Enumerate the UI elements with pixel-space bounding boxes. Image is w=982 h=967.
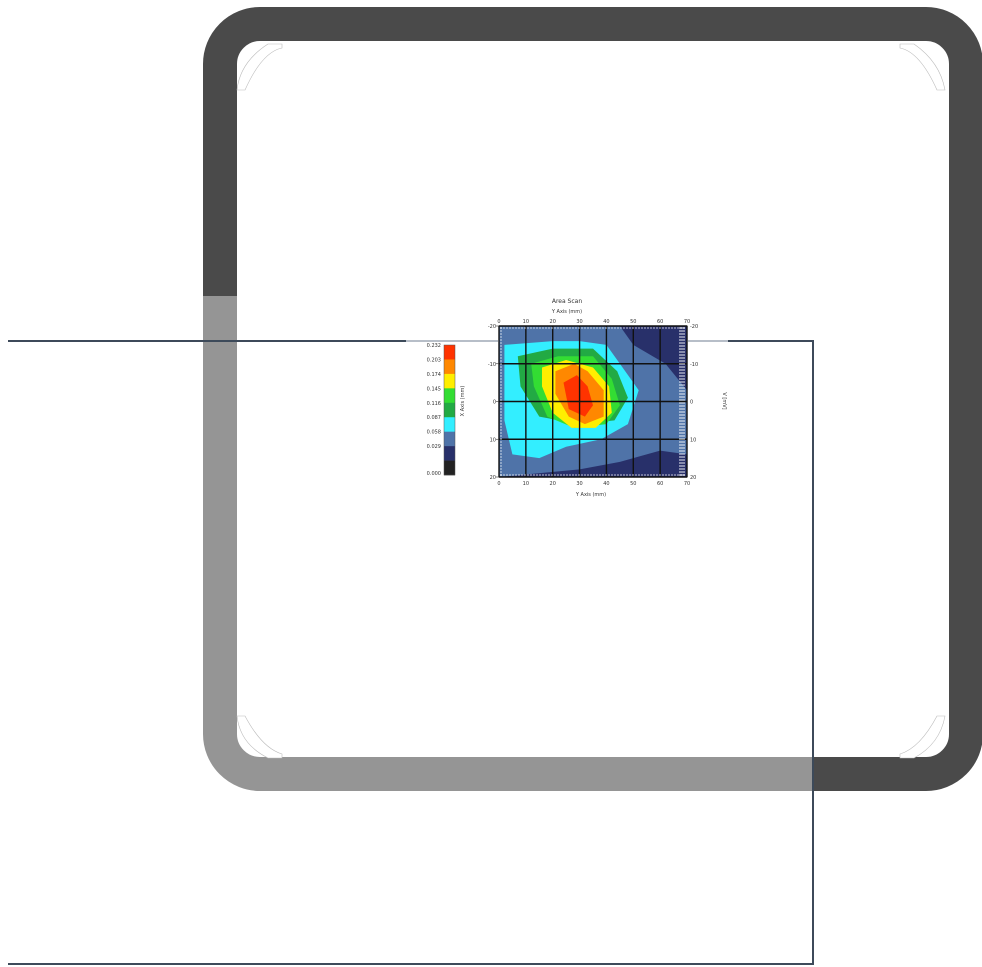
legend-swatch — [444, 373, 455, 389]
y-tick-label-left: 0 — [493, 400, 496, 406]
connector-lines — [8, 340, 814, 965]
y-tick-label-left: 10 — [490, 437, 496, 443]
x-tick-label-top: 50 — [630, 319, 636, 325]
y-ticks-right: -20 -10 0 10 20 — [690, 324, 698, 481]
legend-swatch — [444, 402, 455, 418]
x-tick-label-top: 20 — [550, 319, 556, 325]
x-tick-label-bottom: 70 — [684, 481, 690, 487]
legend-swatch — [444, 417, 455, 432]
legend-level-label: 0.145 — [427, 386, 441, 392]
frame-corner-top-left — [236, 43, 283, 91]
x-tick-label-top: 60 — [657, 319, 663, 325]
y-tick-label-left: -10 — [488, 362, 496, 368]
legend-level-label: 0.087 — [427, 415, 441, 421]
x-tick-label-bottom: 30 — [576, 481, 582, 487]
legend-swatch — [444, 359, 455, 375]
y-tick-label-right: 0 — [690, 400, 693, 406]
x-tick-label-bottom: 50 — [630, 481, 636, 487]
legend-swatch — [444, 431, 455, 447]
legend-swatch — [444, 388, 455, 404]
y-axis-left-title: X Axis (mm) — [460, 386, 466, 417]
legend-level-label: 0.232 — [427, 343, 441, 349]
area-scan-chart: Area Scan Y Axis (mm) Y Axis (mm) X Axis… — [427, 298, 727, 498]
x-tick-label-bottom: 60 — [657, 481, 663, 487]
x-tick-label-top: 70 — [684, 319, 690, 325]
y-ticks-left: -20 -10 0 10 20 — [488, 324, 499, 481]
legend-swatch — [444, 460, 455, 476]
legend-level-label: 0.203 — [427, 357, 441, 363]
y-tick-label-left: 20 — [490, 475, 496, 481]
x-ticks-top: 0 10 20 30 40 50 60 70 — [497, 319, 690, 325]
plot-edge-dashes — [500, 327, 685, 476]
legend-level-label: 0.174 — [427, 372, 441, 378]
y-tick-label-right: -10 — [690, 362, 698, 368]
y-axis-right-title: V [mV] — [721, 392, 727, 409]
x-tick-label-top: 0 — [497, 319, 500, 325]
x-tick-label-bottom: 0 — [497, 481, 500, 487]
legend-swatch — [444, 345, 455, 360]
legend-level-label: 0.029 — [427, 444, 441, 450]
frame-corner-top-right — [899, 43, 946, 91]
y-tick-label-right: 10 — [690, 437, 696, 443]
x-tick-label-top: 30 — [576, 319, 582, 325]
legend-level-label: 0.058 — [427, 430, 441, 436]
x-tick-label-top: 40 — [603, 319, 609, 325]
x-ticks-bottom: 0 10 20 30 40 50 60 70 — [497, 481, 690, 487]
frame-corner-bottom-right — [899, 715, 946, 759]
color-legend: 0.232 0.203 0.174 0.145 0.116 0.087 0.058 0.029… — [427, 343, 456, 477]
y-tick-label-right: 20 — [690, 475, 696, 481]
x-tick-label-top: 10 — [523, 319, 529, 325]
contour-band-7 — [563, 375, 593, 417]
y-tick-label-right: -20 — [690, 324, 698, 330]
y-tick-label-left: -20 — [488, 324, 496, 330]
frame-light-segment — [203, 296, 812, 791]
plot-area — [498, 325, 688, 478]
legend-swatch — [444, 446, 455, 461]
frame-corner-bottom-left — [236, 715, 283, 759]
x-axis-top-title: Y Axis (mm) — [551, 309, 582, 315]
x-axis-bottom-title: Y Axis (mm) — [575, 492, 606, 498]
x-tick-label-bottom: 20 — [550, 481, 556, 487]
x-tick-label-bottom: 10 — [523, 481, 529, 487]
legend-border — [443, 344, 456, 476]
chart-title: Area Scan — [552, 298, 582, 305]
legend-level-label: 0.116 — [427, 401, 441, 407]
outer-frame — [203, 7, 982, 791]
legend-level-label: 0.000 — [427, 471, 441, 477]
x-tick-label-bottom: 40 — [603, 481, 609, 487]
